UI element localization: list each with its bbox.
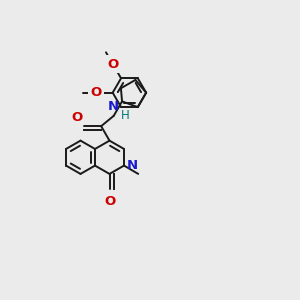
Text: H: H [121,109,129,122]
Text: O: O [107,58,118,70]
Text: O: O [104,195,115,208]
Text: N: N [127,159,138,172]
Text: O: O [91,86,102,99]
Text: N: N [107,100,118,113]
Text: O: O [71,111,82,124]
